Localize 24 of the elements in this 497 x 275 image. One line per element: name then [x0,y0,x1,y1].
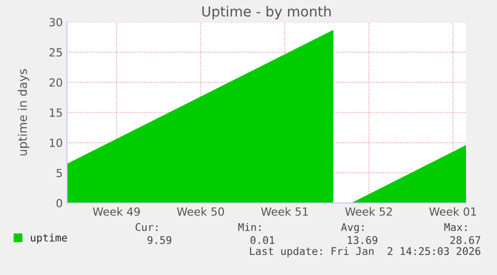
x-tick-label: Week 01 [429,207,476,216]
text: 9.59 [148,236,172,244]
text: 0.01 [250,236,274,244]
chart-title: Uptime - by month [202,6,331,20]
y-tick-label: 5 [56,168,62,178]
text: 13.69 [348,236,378,244]
text: Min: [238,222,260,231]
x-tick-label: Week 49 [92,207,140,216]
x-tick-label: Week 52 [345,207,392,216]
text: Cur: [136,223,158,232]
legend-label: uptime [30,234,67,244]
text: Last update: Fri Jan 2 14:25:03 2026 [250,246,480,258]
y-tick-label: 0 [56,198,62,208]
text: 28.67 [450,236,480,244]
y-tick-label: 20 [50,78,62,87]
text: Max: [444,223,466,232]
x-tick-label: Week 51 [261,207,308,216]
y-tick-label: 10 [50,138,62,148]
y-axis-title: uptime in days [18,69,30,156]
text: Avg: [341,223,364,234]
y-tick-label: 30 [50,18,62,26]
y-tick-label: 15 [50,108,62,117]
x-tick-label: Week 50 [176,207,224,216]
y-tick-label: 25 [50,48,62,57]
